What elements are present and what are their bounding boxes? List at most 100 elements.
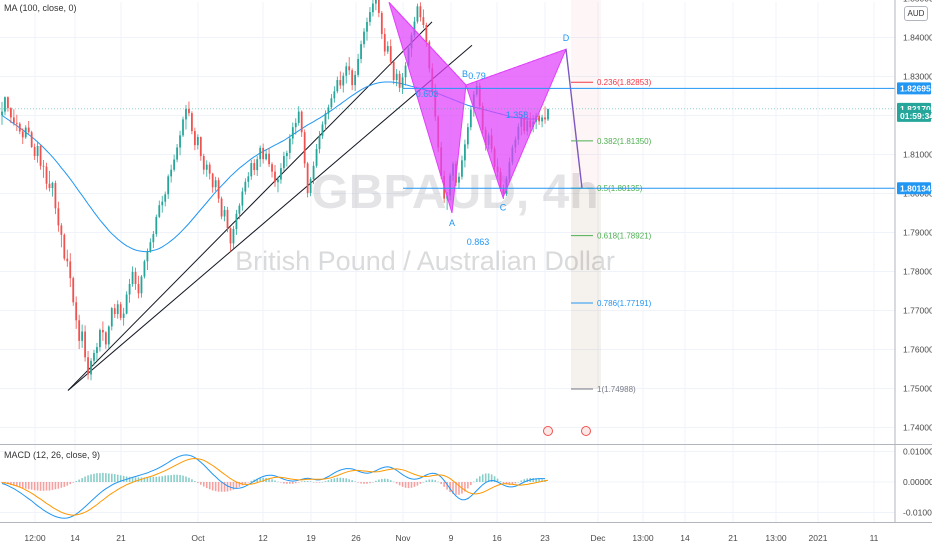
macd-histogram-bar	[217, 482, 220, 492]
macd-histogram-bar	[473, 481, 475, 483]
candle-body	[93, 353, 95, 361]
candle-body	[116, 304, 119, 315]
candle-body	[238, 205, 241, 214]
macd-histogram-bar	[93, 473, 95, 482]
currency-badge[interactable]: AUD	[904, 6, 928, 21]
pattern-point-label: A	[449, 218, 455, 228]
candle-body	[12, 117, 15, 123]
macd-histogram-bar	[428, 479, 431, 482]
fib-level-label: 0.236(1.82853)	[597, 78, 652, 87]
candle-body	[291, 127, 294, 139]
macd-histogram-bar	[69, 482, 72, 485]
price-tick-label: 1.83000	[903, 72, 932, 82]
time-tick-label: 11	[870, 533, 879, 543]
macd-histogram-bar	[309, 481, 312, 482]
candle-body	[315, 149, 318, 166]
macd-histogram-bar	[443, 482, 445, 487]
candle-body	[259, 147, 262, 160]
candle-body	[10, 108, 12, 118]
candle-body	[27, 127, 30, 133]
candle-body	[75, 302, 78, 321]
candle-body	[155, 216, 158, 235]
macd-histogram-bar	[42, 482, 45, 491]
macd-pane	[1, 454, 549, 519]
macd-histogram-bar	[318, 482, 321, 483]
macd-histogram-bar	[152, 476, 155, 482]
candle-body	[333, 91, 336, 99]
macd-histogram-bar	[297, 482, 300, 483]
macd-histogram-bar	[51, 482, 54, 490]
candle-body	[122, 313, 125, 318]
macd-histogram-bar	[419, 482, 422, 484]
macd-histogram-bar	[357, 482, 359, 483]
macd-histogram-bar	[208, 482, 211, 490]
candle-body	[170, 169, 173, 177]
macd-histogram-bar	[351, 480, 353, 482]
macd-indicator-label[interactable]: MACD (12, 26, close, 9)	[4, 450, 101, 460]
price-tick-label: 1.74000	[903, 423, 932, 433]
macd-histogram-bar	[452, 482, 454, 494]
macd-histogram-bar	[289, 482, 291, 484]
candle-body	[294, 122, 297, 128]
candle-body	[357, 58, 359, 75]
candle-body	[377, 0, 380, 13]
time-tick-label: 21	[116, 533, 126, 543]
candle-body	[288, 138, 291, 153]
candle-body	[297, 111, 300, 123]
ma-indicator-label[interactable]: MA (100, close, 0)	[4, 3, 77, 13]
candle-body	[285, 152, 288, 157]
macd-histogram-bar	[134, 477, 137, 482]
fib-level-label: 0.382(1.81350)	[597, 137, 652, 146]
macd-histogram-bar	[39, 482, 42, 491]
candle-body	[63, 234, 66, 259]
price-tag-label: 1.82695	[900, 83, 931, 93]
macd-histogram-bar	[155, 476, 158, 482]
candle-body	[137, 283, 140, 294]
macd-histogram-bar	[60, 482, 63, 488]
candle-body	[392, 61, 395, 81]
candle-body	[167, 176, 170, 195]
pattern-ratio-label: 0.79	[468, 71, 486, 81]
macd-histogram-bar	[538, 478, 540, 482]
macd-histogram-bar	[194, 481, 196, 482]
horizontal-lines[interactable]	[0, 87, 895, 189]
candle-body	[398, 73, 401, 88]
time-tick-label: 23	[540, 533, 550, 543]
candle-body	[464, 144, 466, 161]
time-tick-label: 12:00	[24, 533, 46, 543]
candle-body	[395, 73, 398, 81]
candle-body	[179, 135, 181, 148]
event-markers[interactable]	[543, 426, 591, 436]
candle-body	[458, 176, 460, 183]
candle-body	[223, 209, 226, 217]
trendlines[interactable]	[67, 21, 473, 391]
price-tag-bg	[897, 82, 931, 95]
macd-histogram-bar	[200, 482, 202, 485]
candle-body	[351, 70, 354, 86]
candle-body	[81, 331, 84, 341]
trendline-lower	[67, 44, 473, 391]
candle-body	[164, 194, 167, 202]
candle-body	[196, 136, 199, 146]
macd-histogram-bar	[490, 474, 493, 482]
candle-body	[342, 75, 345, 86]
price-tag-label: 01:59:34	[900, 111, 932, 121]
time-tick-label: 16	[492, 533, 502, 543]
macd-histogram-bar	[532, 478, 534, 482]
candle-body	[404, 65, 407, 78]
macd-histogram-bar	[158, 476, 161, 482]
macd-histogram-bar	[81, 478, 83, 482]
price-tag-bg	[897, 182, 931, 195]
macd-histogram-bar	[327, 480, 330, 482]
candles	[1, 0, 549, 381]
candle-body	[176, 147, 178, 160]
candle-body	[235, 213, 238, 229]
candle-body	[211, 173, 214, 188]
macd-tick-label: 0.01000	[903, 447, 932, 457]
macd-histogram-bar	[226, 482, 229, 492]
macd-histogram-bar	[57, 482, 60, 489]
candle-body	[84, 331, 86, 358]
